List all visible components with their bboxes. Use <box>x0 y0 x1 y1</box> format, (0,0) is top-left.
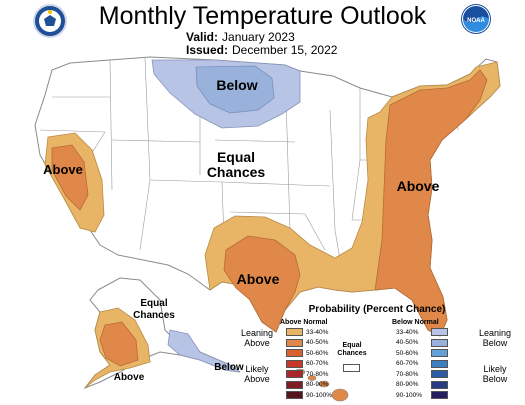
legend-above-swatch-label-1: 40-50% <box>306 339 329 346</box>
label-below-north: Below <box>216 77 257 93</box>
legend-below-swatch-label-5: 80-90% <box>396 381 419 388</box>
noaa-logo-icon: NOAA <box>461 4 491 34</box>
legend-above-swatch-5 <box>286 380 303 389</box>
legend-above-swatch-label-5: 80-90% <box>306 381 329 388</box>
legend-below-swatch-label-1: 40-50% <box>396 339 419 346</box>
legend-below-swatch-label-4: 70-80% <box>396 370 419 378</box>
label-ak-equal-1: Equal <box>140 298 167 309</box>
label-equal-chances-1: Equal <box>217 149 255 165</box>
legend-below-swatch-label-6: 90-100% <box>396 391 423 399</box>
legend-leaning-above-2: Above <box>244 338 270 348</box>
legend-above-swatch-2 <box>286 349 303 357</box>
legend-above-swatch-4 <box>286 370 303 378</box>
legend-leaning-below: Leaning Below <box>468 328 522 348</box>
above-40-50-south <box>223 235 301 333</box>
legend-equal-chances-2: Chances <box>337 350 367 357</box>
legend-above-swatch-6 <box>286 391 303 399</box>
legend-likely-below-2: Below <box>482 374 508 384</box>
legend-below-swatch-4 <box>431 370 448 378</box>
legend-above-swatch-0 <box>286 328 303 336</box>
legend-likely-below-1: Likely <box>483 364 507 374</box>
valid-value: January 2023 <box>222 30 295 44</box>
legend-above-header: Above Normal <box>280 319 328 326</box>
issued-line: Issued: December 15, 2022 <box>186 43 337 57</box>
label-ak-above: Above <box>114 372 145 383</box>
issued-value: December 15, 2022 <box>232 43 338 57</box>
issued-label: Issued: <box>186 43 229 57</box>
below-40-50-north <box>195 65 275 114</box>
legend-below-swatch-label-3: 60-70% <box>396 360 419 367</box>
above-40-50-west <box>51 144 89 211</box>
legend-above-swatch-label-6: 90-100% <box>306 391 333 399</box>
page-title: Monthly Temperature Outlook <box>98 2 427 30</box>
legend-equal-chances: Equal Chances <box>332 342 372 358</box>
legend-title: Probability (Percent Chance) <box>308 304 446 315</box>
alaska-above-40-50 <box>99 321 139 367</box>
valid-label: Valid: <box>186 30 219 44</box>
above-40-50-east <box>374 69 488 337</box>
legend-below-swatch-3 <box>431 359 448 368</box>
valid-line: Valid: January 2023 <box>186 30 295 44</box>
legend: Probability (Percent Chance) Above Norma… <box>232 302 522 402</box>
legend-likely-above: Likely Above <box>232 364 282 384</box>
department-of-commerce-seal-icon <box>33 4 67 38</box>
legend-above-swatch-label-0: 33-40% <box>306 328 329 336</box>
label-above-south: Above <box>237 271 280 287</box>
label-above-east: Above <box>397 178 440 194</box>
label-equal-chances-2: Chances <box>207 164 266 180</box>
label-above-west: Above <box>43 162 83 177</box>
label-ak-below: Below <box>214 362 244 373</box>
legend-below-swatch-label-2: 50-60% <box>396 349 419 357</box>
legend-below-swatch-1 <box>431 338 448 347</box>
legend-below-swatch-5 <box>431 380 448 389</box>
legend-above-swatch-1 <box>286 338 303 347</box>
legend-above-swatch-3 <box>286 359 303 368</box>
legend-likely-above-2: Above <box>244 374 270 384</box>
legend-equal-chances-swatch <box>343 364 360 372</box>
legend-leaning-below-2: Below <box>482 338 508 348</box>
legend-leaning-above: Leaning Above <box>232 328 282 348</box>
noaa-logo-text: NOAA <box>467 18 485 24</box>
legend-below-header: Below Normal <box>392 319 439 326</box>
legend-equal-chances-1: Equal <box>342 342 362 349</box>
legend-above-swatch-label-2: 50-60% <box>306 349 329 357</box>
legend-leaning-below-1: Leaning <box>478 328 512 338</box>
legend-leaning-above-1: Leaning <box>240 328 274 338</box>
legend-below-swatch-6 <box>431 391 448 399</box>
legend-above-swatch-label-4: 70-80% <box>306 370 329 378</box>
legend-below-swatch-label-0: 33-40% <box>396 328 419 336</box>
legend-above-swatch-label-3: 60-70% <box>306 360 329 367</box>
legend-below-swatch-2 <box>431 349 448 357</box>
legend-below-swatch-0 <box>431 328 448 336</box>
legend-likely-below: Likely Below <box>468 364 522 384</box>
alaska-below-33-40 <box>167 329 241 373</box>
legend-likely-above-1: Likely <box>245 364 269 374</box>
label-ak-equal-2: Chances <box>133 310 175 321</box>
